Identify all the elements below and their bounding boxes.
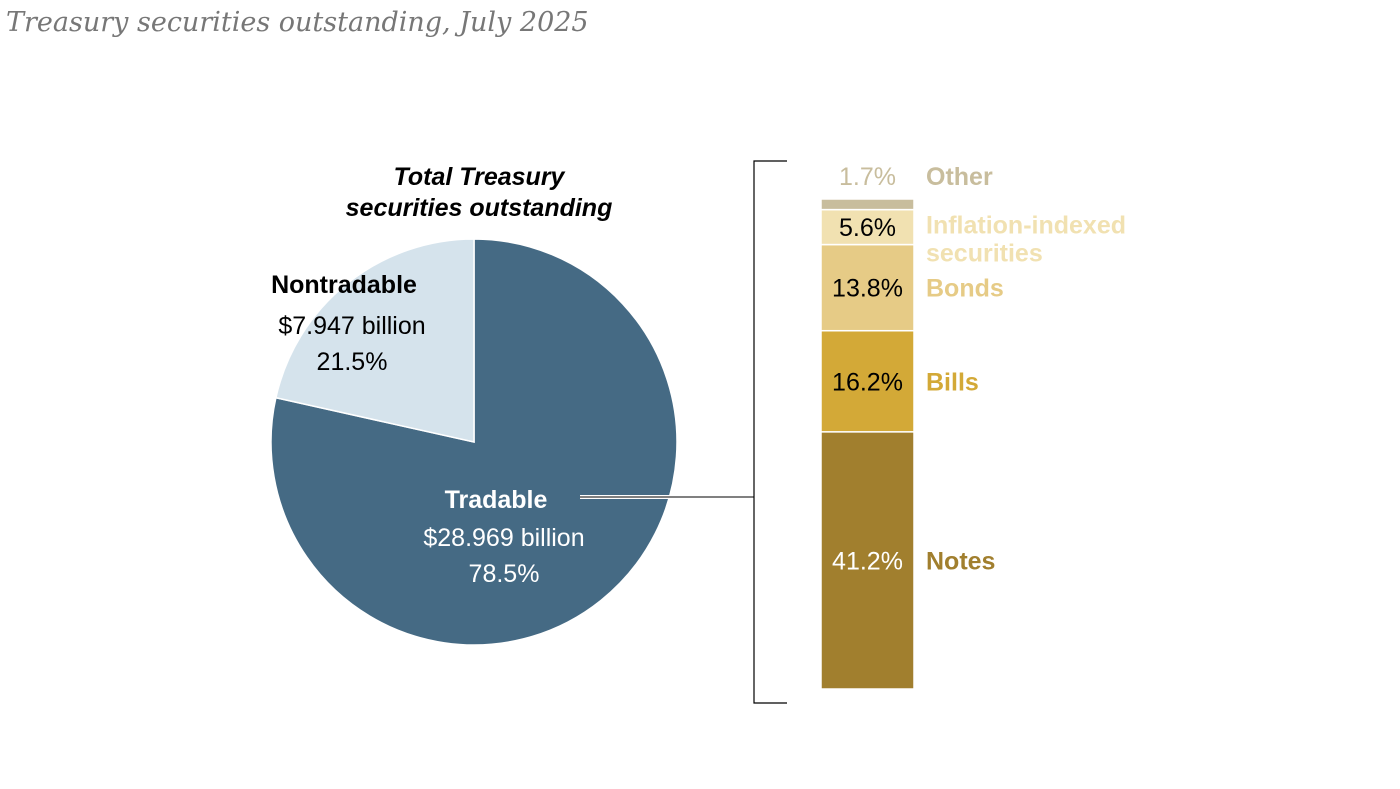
- bar-segment-bonds-label: Bonds: [926, 275, 1004, 303]
- pie-slice-nontradable: [274, 238, 475, 443]
- pie-label-nontradable-name: Nontradable: [271, 271, 417, 299]
- stacked-bar-group: 41.2% Notes 16.2% Bills 13.8% Bonds 5.6% Inflat…: [820, 163, 1126, 690]
- bar-segment-notes-label: Notes: [926, 547, 995, 575]
- chart-title: Treasury securities outstanding, July 20…: [6, 7, 589, 38]
- breakdown-bracket: [753, 160, 787, 704]
- pie-label-nontradable-percent: 21.5%: [317, 348, 388, 376]
- bar-segment-inflation-indexed-securities-label-line-1: Inflation-indexed: [926, 212, 1126, 240]
- bar-segment-inflation-indexed-securities-value: 5.6%: [839, 214, 896, 242]
- bar-segment-bills-value: 16.2%: [832, 368, 903, 396]
- bar-segment-bills: [820, 329, 915, 433]
- bar-segment-notes: [820, 431, 915, 690]
- bar-segment-other: [820, 198, 915, 211]
- pie-label-tradable-percent: 78.5%: [469, 560, 540, 588]
- bar-segment-inflation-indexed-securities-label-line-2: securities: [926, 240, 1043, 268]
- bar-segment-bills-label: Bills: [926, 368, 979, 396]
- pie-label-nontradable-amount: $7.947 billion: [278, 312, 425, 340]
- bar-segment-other-label: Other: [926, 163, 993, 191]
- pie-label-tradable-amount: $28.969 billion: [423, 524, 584, 552]
- pie-group: Total Treasury securities outstanding Trad…: [270, 163, 678, 646]
- bar-segment-bonds-value: 13.8%: [832, 275, 903, 303]
- bar-segment-notes-value: 41.2%: [832, 547, 903, 575]
- connector-group: [580, 160, 787, 704]
- pie-label-tradable-name: Tradable: [445, 486, 548, 514]
- bar-segment-other-value: 1.7%: [839, 163, 896, 191]
- pie-heading-line-2: securities outstanding: [346, 194, 613, 222]
- pie-heading-line-1: Total Treasury: [394, 163, 566, 191]
